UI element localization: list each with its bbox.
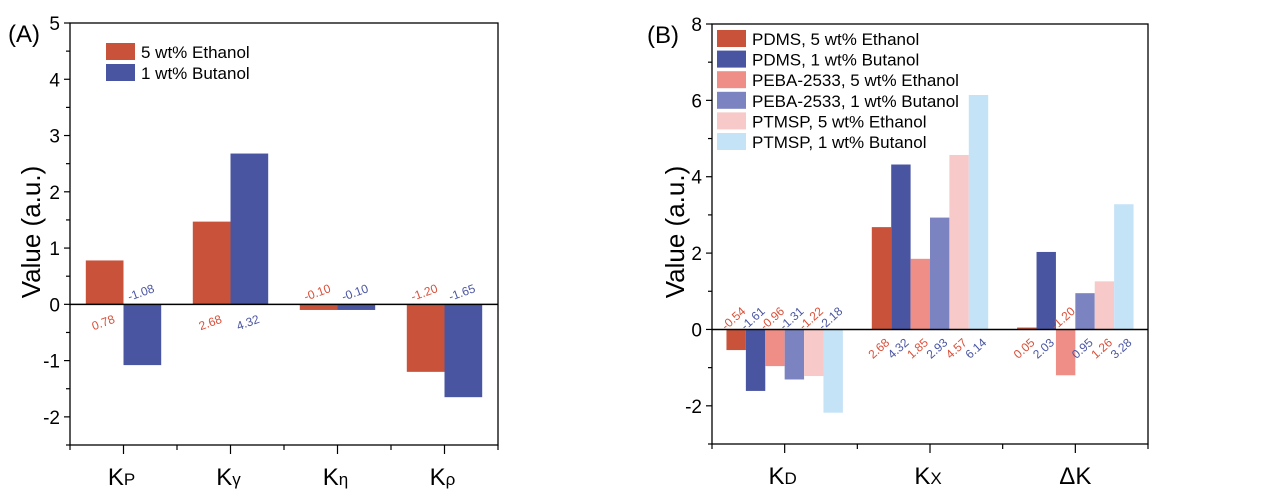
- bar: [230, 153, 269, 305]
- data-label: 2.03: [1030, 335, 1057, 361]
- data-label: 6.14: [962, 335, 989, 361]
- x-tick-label-main: K: [769, 463, 785, 490]
- legend-label: PEBA-2533, 1 wt% Butanol: [752, 92, 959, 111]
- plot-frame: [69, 22, 499, 446]
- y-tick-label: 3: [49, 127, 60, 148]
- chart-panel-b: -0.542.68 0.05-1.614.32 2.03-0.961.85-1.20…: [647, 15, 1149, 490]
- data-label: 3.28: [1108, 335, 1135, 361]
- legend-label: PDMS, 5 wt% Ethanol: [752, 30, 919, 49]
- y-tick-label: 0: [49, 295, 60, 316]
- x-tick-label-main: K: [323, 464, 339, 491]
- x-tick-label-main: K: [216, 464, 232, 491]
- bar: [804, 329, 824, 377]
- x-tick-label: Kρ: [430, 464, 456, 491]
- bar: [406, 304, 445, 372]
- y-tick-label: 2: [691, 244, 702, 265]
- x-tick-label-main: ΔK: [1059, 463, 1091, 490]
- bar: [968, 95, 989, 330]
- legend-swatch: [717, 133, 746, 150]
- y-tick-label: 4: [49, 70, 60, 91]
- panel-label: (A): [8, 21, 40, 48]
- y-tick-label: 5: [49, 14, 60, 35]
- bar: [1114, 204, 1134, 330]
- bar: [765, 329, 785, 367]
- x-tick-label: KX: [914, 463, 941, 490]
- y-tick-label: -1: [43, 352, 60, 373]
- bar: [123, 304, 162, 366]
- x-tick-label: ΔK: [1059, 463, 1091, 490]
- bar: [1017, 327, 1037, 330]
- bar: [910, 258, 930, 330]
- y-tick-label: -2: [685, 397, 702, 418]
- bar: [949, 154, 969, 330]
- legend-label: 1 wt% Butanol: [141, 64, 250, 83]
- bar: [784, 329, 805, 380]
- x-tick-label-sub: γ: [232, 470, 241, 489]
- bar: [1036, 251, 1056, 330]
- x-tick-label: Kγ: [216, 464, 241, 491]
- bar: [726, 329, 746, 351]
- y-tick-label: 6: [691, 91, 702, 112]
- data-label: -1.08: [126, 281, 157, 304]
- data-label: 0.78: [90, 312, 117, 333]
- x-tick-label-main: K: [108, 464, 124, 491]
- legend-swatch: [717, 30, 746, 47]
- legend-swatch: [106, 64, 135, 81]
- y-tick-label: -2: [43, 408, 60, 429]
- data-label: -1.20: [409, 281, 440, 304]
- bar: [299, 304, 338, 310]
- data-label: 4.32: [235, 312, 262, 333]
- bar: [85, 260, 124, 305]
- y-tick-label: 2: [49, 183, 60, 204]
- x-tick-label-sub: P: [124, 470, 135, 489]
- legend-swatch: [717, 112, 746, 130]
- y-tick-label: 8: [691, 15, 702, 36]
- x-tick-label-sub: X: [930, 469, 941, 488]
- y-axis-label: Value (a.u.): [16, 166, 46, 298]
- data-label: -0.10: [302, 281, 333, 304]
- bar: [337, 304, 376, 310]
- bar: [1094, 281, 1115, 330]
- bar: [192, 221, 231, 305]
- bar: [871, 227, 892, 330]
- bar: [891, 164, 911, 330]
- x-tick-label-main: K: [914, 463, 930, 490]
- legend-label: PTMSP, 1 wt% Butanol: [752, 133, 927, 152]
- y-tick-label: 1: [49, 239, 60, 260]
- y-axis-label: Value (a.u.): [660, 166, 690, 298]
- legend-swatch: [717, 71, 746, 89]
- bar: [1055, 329, 1076, 376]
- bar: [745, 329, 766, 391]
- data-label: -0.10: [340, 281, 371, 304]
- bar: [930, 217, 950, 330]
- legend-label: PTMSP, 5 wt% Ethanol: [752, 112, 927, 131]
- x-tick-label: KD: [769, 463, 797, 490]
- x-tick-label-sub: η: [339, 470, 348, 489]
- panel-label: (B): [647, 22, 679, 49]
- legend-swatch: [717, 50, 746, 68]
- y-tick-label: 0: [691, 320, 702, 341]
- x-tick-label: Kη: [323, 464, 348, 491]
- legend-swatch: [717, 91, 746, 109]
- x-tick-label: KP: [108, 464, 135, 491]
- bar: [823, 329, 843, 413]
- bar: [444, 304, 483, 398]
- bar: [1075, 293, 1095, 330]
- chart-panel-a: 0.78 2.68 -0.10 -1.20 -1.08 4.32 -0.10 -1.65 -2 -…: [8, 14, 499, 491]
- legend: 5 wt% Ethanol 1 wt% Butanol: [106, 43, 250, 83]
- legend-label: 5 wt% Ethanol: [141, 43, 250, 62]
- legend-swatch: [106, 43, 135, 60]
- legend-label: PEBA-2533, 5 wt% Ethanol: [752, 71, 959, 90]
- x-tick-label-sub: D: [785, 469, 797, 488]
- y-tick-label: 4: [691, 168, 702, 189]
- data-label: 2.68: [197, 312, 224, 333]
- x-tick-label-main: K: [430, 464, 446, 491]
- data-label: -1.65: [447, 281, 478, 304]
- legend-label: PDMS, 1 wt% Butanol: [752, 51, 919, 70]
- x-tick-label-sub: ρ: [446, 470, 456, 489]
